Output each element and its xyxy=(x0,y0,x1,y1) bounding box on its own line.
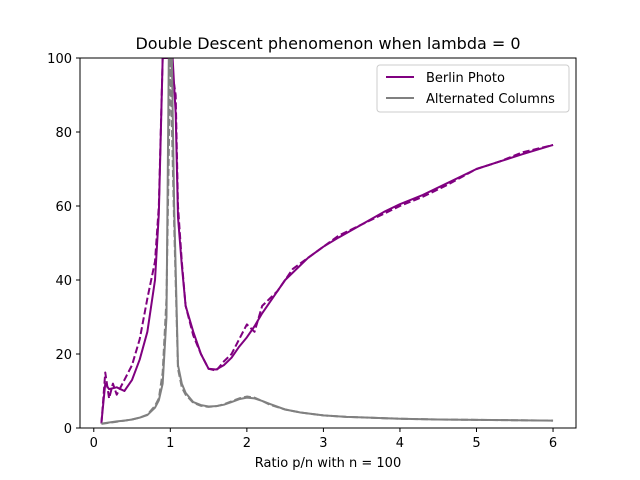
legend-label-berlin-photo: Berlin Photo xyxy=(426,71,505,86)
series-layer xyxy=(100,58,554,425)
legend-label-alternated-columns: Alternated Columns xyxy=(426,92,555,107)
y-axis-ticks: 0 20 40 60 80 100 xyxy=(47,52,80,437)
plot-frame xyxy=(79,57,577,429)
y-tick-label: 20 xyxy=(55,348,72,363)
series-line-berlin-photo-solid xyxy=(100,58,554,423)
series-line-alternated-columns-dashed xyxy=(101,58,554,425)
x-tick-label: 5 xyxy=(472,436,480,451)
y-tick-label: 100 xyxy=(47,52,72,67)
chart-title: Double Descent phenomenon when lambda = … xyxy=(135,34,520,53)
legend-box xyxy=(376,64,570,113)
x-tick-label: 0 xyxy=(90,436,98,451)
y-tick-label: 80 xyxy=(55,126,72,141)
y-tick-label: 0 xyxy=(64,422,72,437)
legend: Berlin Photo Alternated Columns xyxy=(376,64,570,113)
x-axis-label: Ratio p/n with n = 100 xyxy=(255,456,401,471)
x-tick-label: 6 xyxy=(549,436,557,451)
y-tick-label: 60 xyxy=(55,200,72,215)
x-axis-ticks: 0 1 2 3 4 5 6 xyxy=(90,428,557,451)
x-tick-label: 4 xyxy=(396,436,404,451)
series-line-berlin-photo-dashed xyxy=(100,58,554,424)
x-tick-label: 2 xyxy=(243,436,251,451)
y-tick-label: 40 xyxy=(55,274,72,289)
x-tick-label: 3 xyxy=(319,436,327,451)
x-tick-label: 1 xyxy=(166,436,174,451)
